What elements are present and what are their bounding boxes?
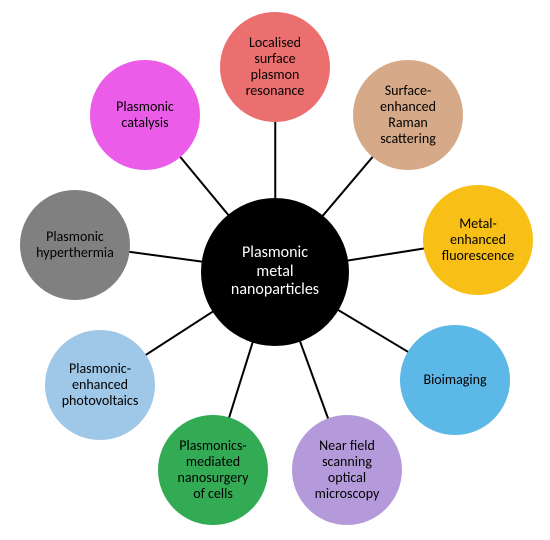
node-nfsom-label: Near fieldscanningopticalmicroscopy: [300, 438, 394, 502]
radial-diagram: Localisedsurfaceplasmonresonance Surface-…: [0, 0, 550, 540]
node-photovoltaics-label: Plasmonic-enhancedphotovoltaics: [53, 361, 147, 409]
center-node-label: Plasmonicmetalnanoparticles: [209, 244, 341, 299]
node-sers-label: Surface-enhancedRamanscattering: [361, 83, 455, 147]
node-hyperthermia-label: Plasmonichyperthermia: [28, 229, 122, 261]
node-nfsom: Near fieldscanningopticalmicroscopy: [292, 415, 402, 525]
node-bioimaging-label: Bioimaging: [408, 372, 502, 388]
node-nanosurgery-label: Plasmonics-mediatednanosurgeryof cells: [166, 438, 260, 502]
node-bioimaging: Bioimaging: [400, 325, 510, 435]
node-mef: Metal-enhancedfluorescence: [423, 185, 533, 295]
center-node: Plasmonicmetalnanoparticles: [201, 198, 349, 346]
node-catalysis-label: Plasmoniccatalysis: [98, 99, 192, 131]
node-sers: Surface-enhancedRamanscattering: [353, 60, 463, 170]
node-lspr: Localisedsurfaceplasmonresonance: [220, 12, 330, 122]
node-lspr-label: Localisedsurfaceplasmonresonance: [228, 35, 322, 99]
node-photovoltaics: Plasmonic-enhancedphotovoltaics: [45, 330, 155, 440]
node-hyperthermia: Plasmonichyperthermia: [20, 190, 130, 300]
node-mef-label: Metal-enhancedfluorescence: [431, 216, 525, 264]
node-catalysis: Plasmoniccatalysis: [90, 60, 200, 170]
node-nanosurgery: Plasmonics-mediatednanosurgeryof cells: [158, 415, 268, 525]
